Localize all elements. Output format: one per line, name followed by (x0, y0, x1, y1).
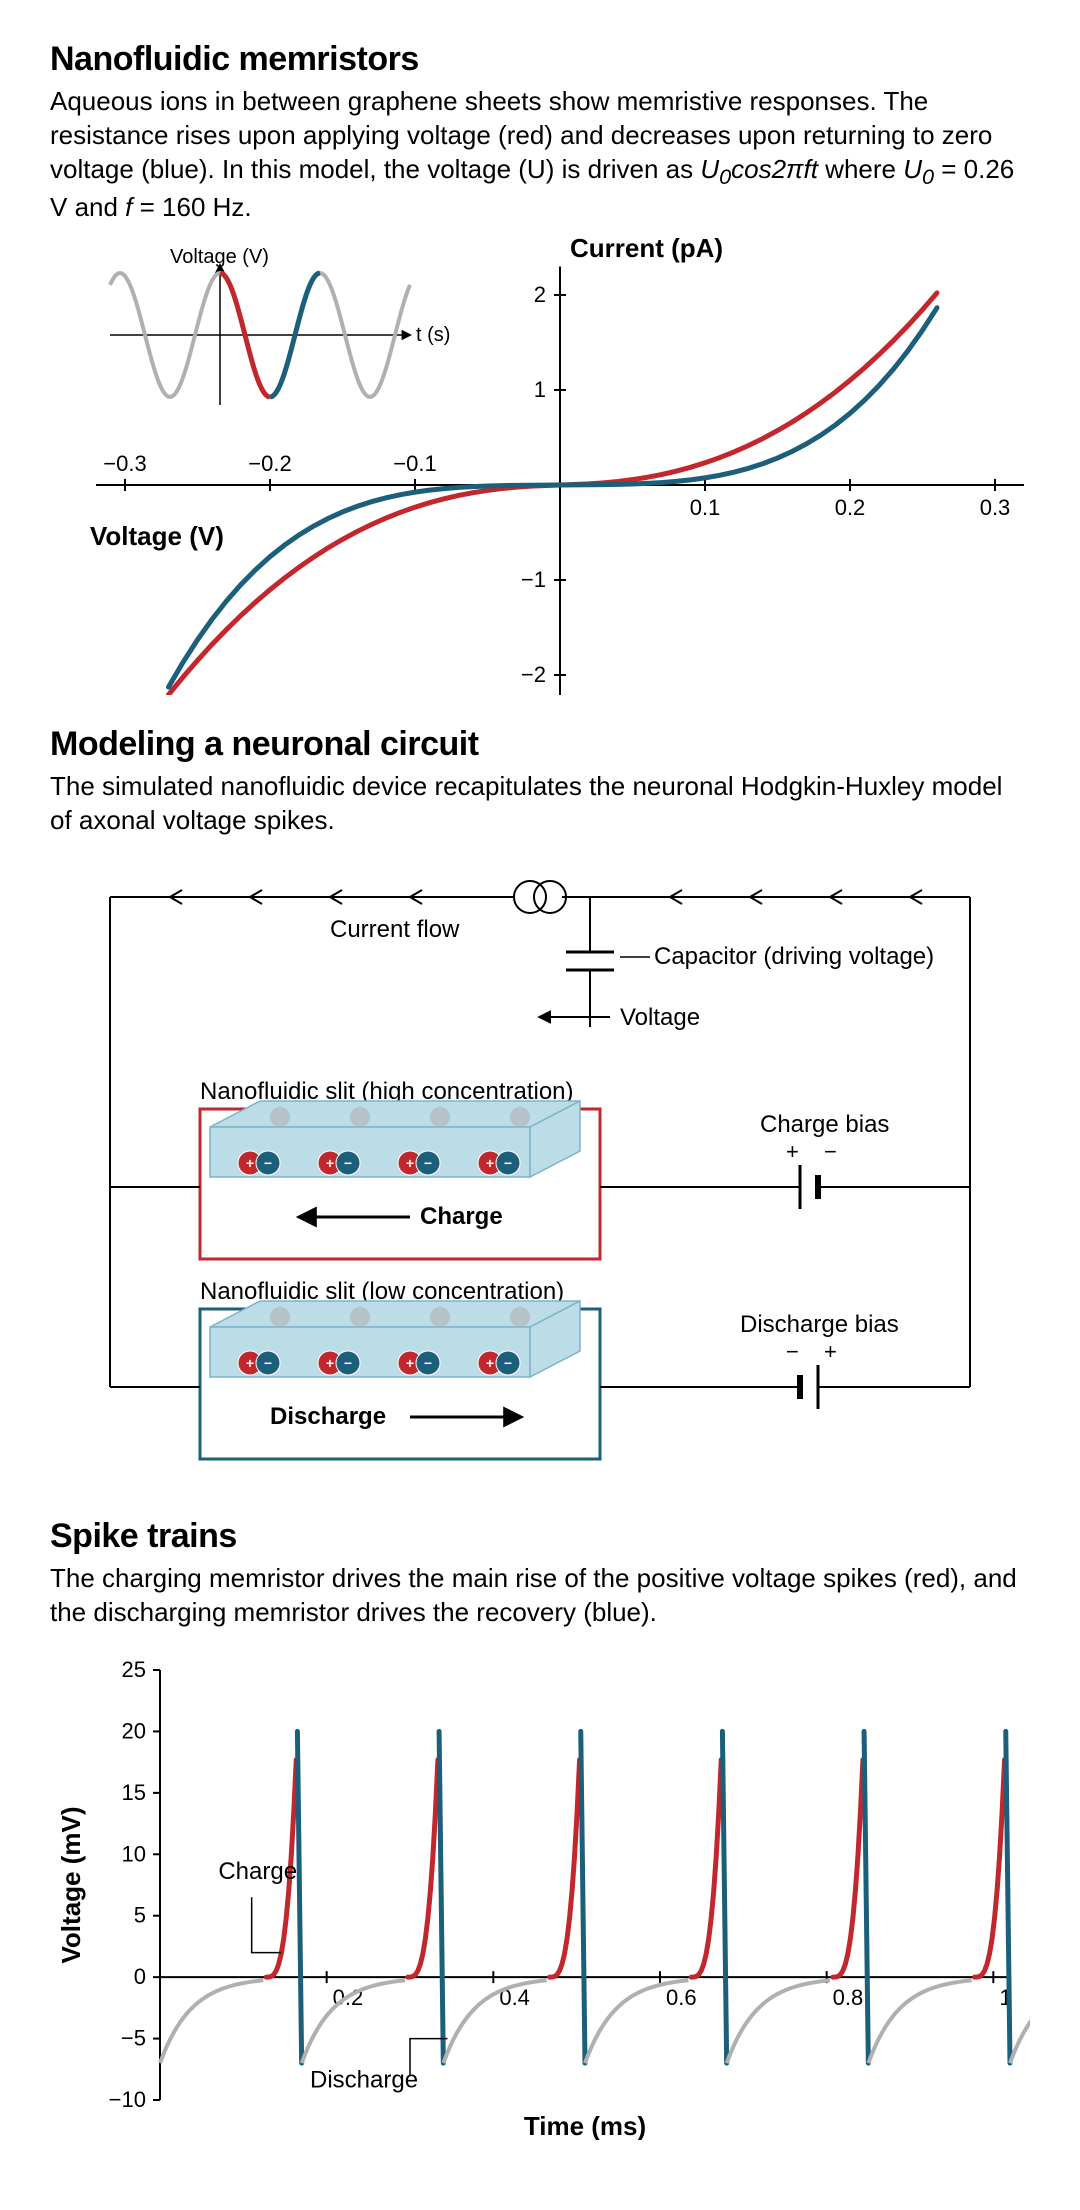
svg-text:+: + (326, 1155, 334, 1171)
svg-text:+: + (406, 1155, 414, 1171)
svg-text:−10: −10 (109, 2087, 146, 2112)
svg-text:Voltage (V): Voltage (V) (170, 246, 269, 268)
svg-text:−: − (264, 1355, 272, 1371)
svg-text:0.3: 0.3 (980, 495, 1011, 520)
panel-spikes: Spike trains The charging memristor driv… (50, 1517, 1030, 2140)
svg-text:0.8: 0.8 (833, 1985, 864, 2010)
svg-text:Current (pA): Current (pA) (570, 235, 723, 263)
svg-text:Time (ms): Time (ms) (524, 2111, 646, 2140)
svg-text:−: − (344, 1155, 352, 1171)
panel1-chart: −0.3 −0.2 −0.1 0.1 0.2 0.3 −2 −1 1 2 Current (pA) V… (50, 235, 1030, 695)
svg-text:−0.1: −0.1 (393, 451, 436, 476)
panel3-caption: The charging memristor drives the main r… (50, 1562, 1030, 1630)
svg-text:+: + (824, 1339, 837, 1364)
svg-text:+: + (486, 1355, 494, 1371)
svg-text:−: − (264, 1155, 272, 1171)
panel2-title: Modeling a neuronal circuit (50, 725, 1030, 764)
svg-text:Charge: Charge (420, 1203, 503, 1230)
svg-text:−: − (344, 1355, 352, 1371)
svg-text:+: + (786, 1139, 799, 1164)
panel-circuit: Modeling a neuronal circuit The simulate… (50, 725, 1030, 1488)
svg-text:15: 15 (122, 1780, 146, 1805)
svg-text:+: + (326, 1355, 334, 1371)
svg-text:−5: −5 (121, 2026, 146, 2051)
svg-text:−0.3: −0.3 (103, 451, 146, 476)
svg-text:Charge: Charge (218, 1858, 297, 1885)
svg-text:10: 10 (122, 1841, 146, 1866)
svg-text:25: 25 (122, 1657, 146, 1682)
svg-text:−: − (424, 1355, 432, 1371)
svg-text:0.1: 0.1 (690, 495, 721, 520)
svg-text:Voltage: Voltage (620, 1004, 700, 1031)
panel3-title: Spike trains (50, 1517, 1030, 1556)
panel1-caption: Aqueous ions in between graphene sheets … (50, 85, 1030, 225)
svg-text:+: + (246, 1355, 254, 1371)
svg-text:−: − (504, 1155, 512, 1171)
svg-text:−1: −1 (521, 567, 546, 592)
panel3-chart: −10−505101520250.20.40.60.81Voltage (mV)… (50, 1640, 1030, 2140)
svg-text:−: − (786, 1339, 799, 1364)
svg-text:+: + (406, 1355, 414, 1371)
panel1-title: Nanofluidic memristors (50, 40, 1030, 79)
svg-text:Current flow: Current flow (330, 916, 460, 943)
svg-text:20: 20 (122, 1718, 146, 1743)
svg-text:−2: −2 (521, 662, 546, 687)
svg-text:1: 1 (534, 377, 546, 402)
svg-text:Discharge bias: Discharge bias (740, 1311, 899, 1338)
svg-text:−: − (424, 1155, 432, 1171)
svg-text:−: − (824, 1139, 837, 1164)
svg-text:Voltage (mV): Voltage (mV) (56, 1806, 86, 1963)
panel-nanofluidic: Nanofluidic memristors Aqueous ions in b… (50, 40, 1030, 695)
svg-text:0: 0 (134, 1964, 146, 1989)
svg-text:5: 5 (134, 1903, 146, 1928)
svg-text:+: + (486, 1155, 494, 1171)
svg-text:−0.2: −0.2 (248, 451, 291, 476)
panel2-diagram: Current flow Capacitor (driving voltage) V… (50, 847, 1030, 1487)
svg-text:Voltage (V): Voltage (V) (90, 521, 224, 551)
svg-text:+: + (246, 1155, 254, 1171)
panel2-caption: The simulated nanofluidic device recapit… (50, 770, 1030, 838)
svg-text:t (s): t (s) (416, 324, 450, 346)
svg-text:Capacitor (driving voltage): Capacitor (driving voltage) (654, 943, 934, 970)
svg-text:−: − (504, 1355, 512, 1371)
svg-text:Discharge: Discharge (310, 2067, 418, 2094)
svg-text:0.6: 0.6 (666, 1985, 697, 2010)
svg-text:2: 2 (534, 282, 546, 307)
svg-text:0.2: 0.2 (835, 495, 866, 520)
svg-text:Discharge: Discharge (270, 1403, 386, 1430)
svg-text:Charge bias: Charge bias (760, 1111, 889, 1138)
